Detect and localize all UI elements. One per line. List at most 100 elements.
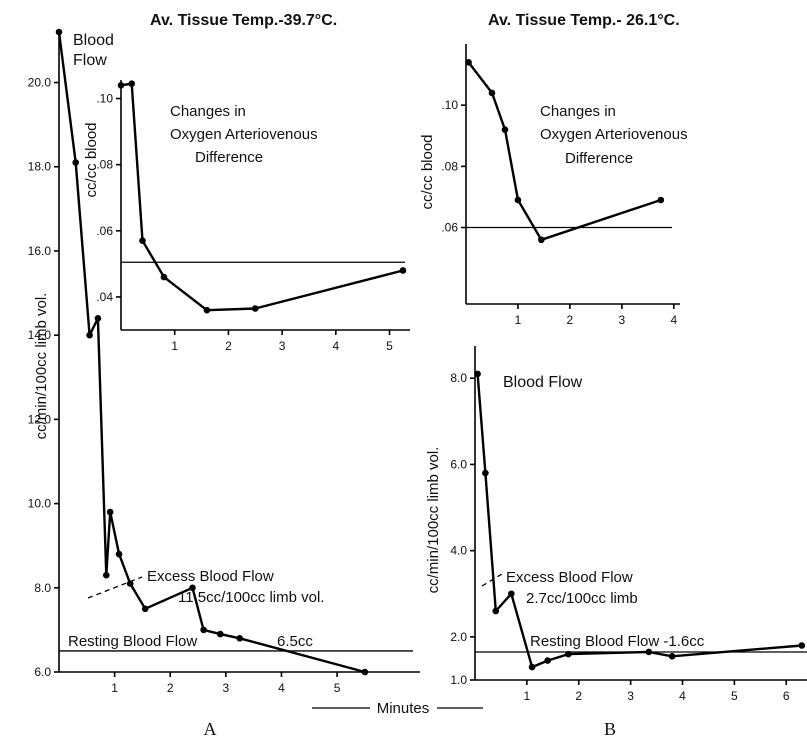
panel-b-flow-data-point	[508, 590, 515, 598]
panel-b-flow-data-point	[565, 650, 572, 658]
panel-a-flow-ytick-label: 8.0	[34, 581, 51, 595]
panel-b-avd-ytick-label: .06	[441, 221, 458, 235]
panel-b-flow-data-point	[544, 657, 551, 664]
panel-b-avd-data-point	[514, 196, 522, 204]
panel-b-av-difference-chart: cc/cc blood Changes in Oxygen Arterioven…	[419, 44, 688, 327]
panel-a-av-difference-inset: cc/cc blood Changes in Oxygen Arterioven…	[83, 76, 418, 353]
panel-a-flow-data-point	[106, 508, 114, 516]
panel-a-blood-flow-chart: cc/min/100cc limb vol. Blood Flow 6.0 8.0…	[28, 28, 420, 695]
panel-b-avd-data-point	[501, 126, 509, 133]
panel-a-flow-data-point	[115, 550, 123, 558]
panel-a-resting-value: 6.5cc	[277, 633, 313, 650]
panel-a-inset-ytick-label: .06	[96, 224, 113, 238]
panel-b-title: Av. Tissue Temp.- 26.1°C.	[488, 12, 680, 29]
panel-a-flow-data-point	[94, 315, 102, 322]
panel-b-series-label: Blood Flow	[503, 374, 583, 391]
panel-b-flow-xtick-label: 1	[524, 689, 531, 703]
panel-a-excess-label: Excess Blood Flow	[147, 568, 274, 585]
panel-b-flow-ytick-label: 8.0	[450, 371, 467, 385]
panel-a-inset-ytick-label: .10	[96, 92, 113, 106]
panel-a-resting-label: Resting Blood Flow	[68, 633, 197, 650]
panel-a-inset-xtick-label: 5	[386, 339, 393, 353]
panel-b-flow-data-point	[474, 370, 481, 378]
panel-a-inset-data-point	[160, 273, 168, 281]
panel-a-inset-ytick-label: .04	[96, 290, 113, 304]
panel-a-inset-data-point	[399, 267, 407, 274]
panel-b-flow-ylabel: cc/min/100cc limb vol.	[425, 447, 442, 594]
x-axis-label: Minutes	[377, 700, 430, 717]
panel-a-inset-xtick-label: 3	[279, 339, 286, 353]
panel-a-flow-xtick-label: 4	[278, 681, 285, 695]
panel-b-flow-xtick-label: 2	[575, 689, 582, 703]
panel-a-inset-title-line1: Changes in	[170, 103, 246, 120]
panel-a-inset-xtick-label: 2	[225, 339, 232, 353]
panel-b-avd-series-line	[467, 61, 662, 242]
panel-b-excess-label: Excess Blood Flow	[506, 569, 633, 586]
panel-a-flow-data-point	[86, 331, 93, 339]
panel-b-resting-label: Resting Blood Flow -1.6cc	[530, 633, 705, 650]
panel-letter-b: B	[604, 719, 616, 739]
panel-a-inset-ylabel: cc/cc blood	[83, 122, 100, 197]
panel-b-flow-ytick-label: 2.0	[450, 630, 467, 644]
panel-b-flow-ytick-label: 6.0	[450, 457, 467, 471]
panel-a-flow-data-point	[55, 28, 63, 36]
panel-b-avd-xtick-label: 2	[567, 313, 574, 327]
panel-a-flow-xtick-label: 1	[111, 681, 118, 695]
panel-a-inset-background	[118, 76, 418, 336]
panel-b-avd-data-point	[465, 59, 472, 66]
panel-b-avd-ytick-label: .10	[441, 98, 458, 112]
panel-a-inset-ytick-label: .08	[96, 158, 113, 172]
panel-a-series-label-line1: Blood	[73, 32, 114, 49]
panel-a-excess-leader	[87, 576, 143, 599]
panel-a-excess-value: 11.5cc/100cc limb vol.	[178, 589, 324, 606]
panel-b-avd-title-line3: Difference	[565, 150, 633, 167]
panel-letter-a: A	[204, 719, 217, 739]
panel-a-inset-title-line3: Difference	[195, 149, 263, 166]
panel-b-avd-title-line2: Oxygen Arteriovenous	[540, 126, 688, 143]
panel-a-flow-data-point	[236, 635, 244, 642]
panel-b-flow-data-point	[798, 642, 806, 649]
panel-b-blood-flow-chart: cc/min/100cc limb vol. Blood Flow 1.0 2.0…	[425, 346, 807, 703]
panel-a-flow-data-point	[216, 630, 224, 638]
panel-a-inset-data-point	[128, 80, 136, 87]
panel-b-avd-data-point	[657, 196, 665, 204]
panel-b-avd-ytick-label: .08	[441, 159, 458, 173]
panel-a-flow-data-point	[200, 626, 207, 634]
panel-a-flow-data-point	[72, 159, 79, 166]
panel-a-flow-xtick-label: 5	[334, 681, 341, 695]
panel-a-flow-xtick-label: 2	[167, 681, 174, 695]
panel-b-avd-title-line1: Changes in	[540, 103, 616, 120]
panel-b-avd-xtick-label: 1	[515, 313, 522, 327]
panel-b-flow-ytick-label: 4.0	[450, 544, 467, 558]
panel-b-flow-xtick-label: 4	[679, 689, 686, 703]
panel-a-inset-data-point	[203, 306, 211, 314]
panel-b-flow-series-line	[476, 373, 802, 669]
panel-a-flow-ytick-label: 14.0	[28, 328, 52, 342]
panel-a-flow-ytick-label: 10.0	[28, 497, 52, 511]
panel-a-inset-data-point	[251, 305, 259, 312]
panel-a-flow-ytick-label: 16.0	[28, 244, 52, 258]
panel-b-flow-data-point	[492, 607, 500, 615]
panel-b-flow-xtick-label: 6	[783, 689, 790, 703]
panel-b-flow-data-point	[645, 648, 653, 656]
panel-a-flow-xtick-label: 3	[222, 681, 229, 695]
panel-a-flow-ytick-label: 18.0	[28, 160, 52, 174]
panel-a-inset-data-point	[139, 237, 146, 245]
panel-a-inset-xtick-label: 4	[332, 339, 339, 353]
panel-a-flow-data-point	[141, 605, 149, 613]
panel-a-series-label-line2: Flow	[73, 52, 107, 69]
panel-a-inset-data-point	[117, 82, 125, 89]
panel-b-flow-data-point	[528, 663, 536, 671]
panel-a-flow-ytick-label: 20.0	[28, 76, 52, 90]
panel-a-inset-title-line2: Oxygen Arteriovenous	[170, 126, 318, 143]
panel-a-flow-ytick-label: 12.0	[28, 412, 52, 426]
panel-a-flow-data-point	[126, 580, 134, 587]
panel-a-flow-data-point	[102, 571, 110, 579]
panel-a-flow-ylabel: cc/min/100cc limb vol.	[33, 293, 50, 440]
panel-b-avd-data-point	[538, 236, 545, 244]
panel-b-avd-data-point	[488, 89, 496, 97]
panel-b-flow-ytick-label: 1.0	[450, 673, 467, 687]
panel-b-avd-xtick-label: 4	[670, 313, 677, 327]
panel-b-flow-xtick-label: 5	[731, 689, 738, 703]
